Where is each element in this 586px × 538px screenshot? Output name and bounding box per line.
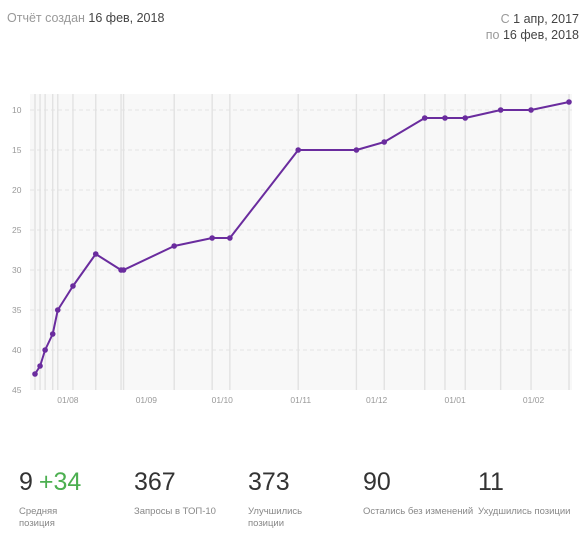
y-tick-label: 10	[12, 105, 22, 115]
data-point	[70, 283, 76, 289]
data-point	[497, 107, 504, 113]
report-created: Отчёт создан 16 фев, 2018	[7, 11, 164, 25]
period-end: по 16 фев, 2018	[486, 27, 579, 43]
series-points	[32, 99, 572, 377]
y-tick-label: 30	[12, 265, 22, 275]
report-period: С 1 апр, 2017 по 16 фев, 2018	[486, 11, 579, 43]
data-point	[42, 347, 48, 353]
x-tick-label: 01/02	[523, 395, 545, 405]
data-point	[32, 371, 38, 377]
data-point	[421, 115, 428, 121]
data-point	[54, 307, 61, 313]
horizontal-grid	[30, 109, 572, 351]
x-axis-ticks: 01/08 01/09 01/10 01/11 01/12 01/01 01/02	[57, 395, 544, 405]
y-tick-label: 40	[12, 345, 22, 355]
stats-row: 9 +34 Средняя позиция 367 Запросы в ТОП-1…	[0, 466, 586, 538]
stat-value: 11	[478, 468, 504, 496]
data-point	[442, 115, 448, 121]
stat-improved: 373 Улучшились позиции	[248, 466, 318, 530]
stat-label: Улучшились позиции	[248, 506, 303, 529]
y-tick-label: 25	[12, 225, 22, 235]
report-created-date: 16 фев, 2018	[88, 11, 165, 25]
data-point	[528, 107, 534, 113]
y-tick-label: 45	[12, 385, 22, 395]
period-start-label: С	[500, 12, 510, 26]
stat-label: Остались без изменений	[363, 506, 474, 517]
data-point	[566, 99, 572, 105]
x-tick-label: 01/08	[57, 395, 79, 405]
y-axis-ticks: 10 15 20 25 30 35 40 45	[12, 105, 22, 395]
period-start-date: 1 апр, 2017	[513, 12, 579, 26]
stat-worsened: 11 Ухудшились позиции	[478, 466, 571, 518]
stat-value: 367	[134, 468, 176, 496]
data-point	[209, 235, 215, 241]
data-point	[381, 139, 388, 145]
x-tick-label: 01/11	[290, 395, 311, 405]
stat-avg-position: 9 +34 Средняя позиция	[19, 466, 81, 530]
data-point	[92, 251, 99, 257]
period-start: С 1 апр, 2017	[486, 11, 579, 27]
stat-top10: 367 Запросы в ТОП-10	[134, 466, 216, 518]
y-tick-label: 20	[12, 185, 22, 195]
y-tick-label: 35	[12, 305, 22, 315]
period-end-date: 16 фев, 2018	[502, 28, 579, 42]
stat-value: 373	[248, 468, 290, 496]
stat-value: 9	[19, 468, 33, 496]
period-end-label: по	[485, 28, 500, 42]
plot-area	[30, 94, 572, 390]
data-point	[171, 243, 177, 249]
data-point	[49, 331, 56, 337]
data-point	[227, 235, 233, 241]
y-tick-label: 15	[12, 145, 22, 155]
data-point	[37, 363, 43, 369]
data-point	[353, 147, 360, 153]
x-tick-label: 01/01	[444, 395, 466, 405]
x-tick-label: 01/10	[212, 395, 234, 405]
data-point	[462, 115, 469, 121]
data-point	[295, 147, 302, 153]
x-tick-label: 01/12	[366, 395, 388, 405]
x-tick-label: 01/09	[136, 395, 158, 405]
stat-unchanged: 90 Остались без изменений	[363, 466, 473, 518]
data-point	[120, 267, 127, 273]
stat-label: Ухудшились позиции	[478, 506, 571, 517]
stat-label: Запросы в ТОП-10	[134, 506, 216, 517]
report-created-label: Отчёт создан	[7, 11, 85, 25]
stat-label: Средняя позиция	[19, 506, 58, 529]
stat-delta: +34	[38, 468, 82, 496]
vertical-grid	[34, 94, 570, 390]
stat-value: 90	[363, 468, 391, 496]
